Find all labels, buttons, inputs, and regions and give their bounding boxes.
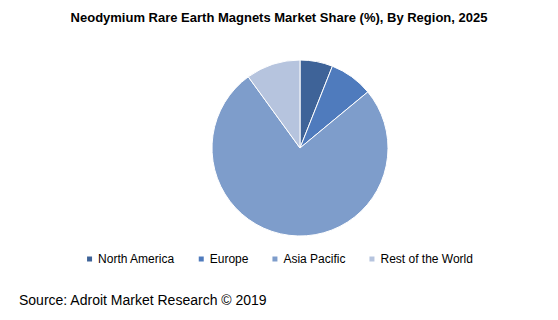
svg-text:Europe: Europe bbox=[210, 252, 249, 266]
svg-text:Source: Adroit Market Research: Source: Adroit Market Research © 2019 bbox=[19, 292, 267, 308]
svg-text:North America: North America bbox=[98, 252, 174, 266]
svg-text:Neodymium Rare Earth Magnets M: Neodymium Rare Earth Magnets Market Shar… bbox=[71, 10, 488, 25]
svg-text:Rest of the World: Rest of the World bbox=[380, 252, 472, 266]
svg-text:Asia Pacific: Asia Pacific bbox=[283, 252, 345, 266]
